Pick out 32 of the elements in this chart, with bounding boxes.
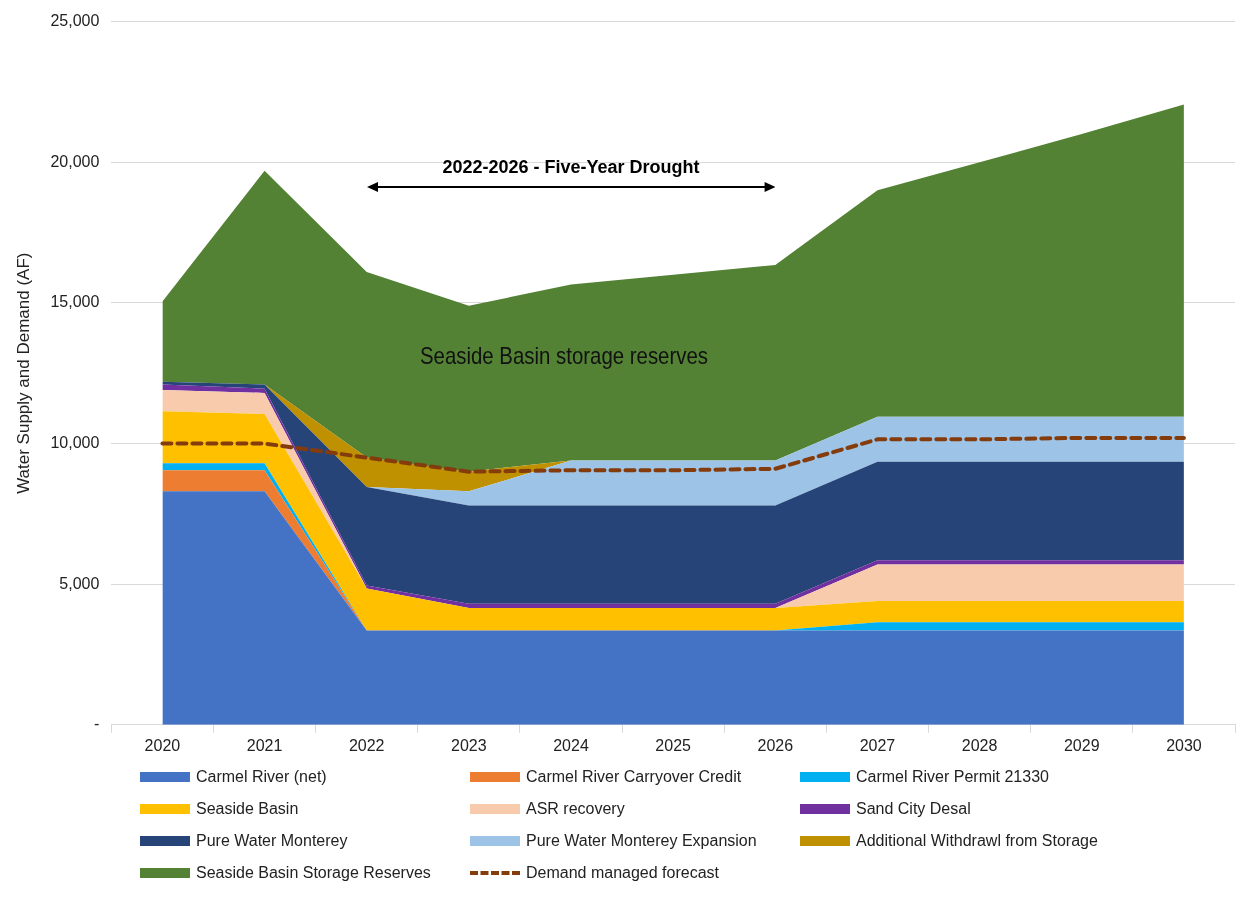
annotation: 2022-2026 - Five-Year Drought [442, 156, 700, 178]
legend-label: ASR recovery [526, 800, 625, 818]
x-tick-label: 2028 [961, 736, 998, 754]
x-tick-label: 2027 [859, 736, 896, 754]
annotation: Seaside Basin storage reserves [419, 341, 708, 370]
legend-label: Additional Withdrawl from Storage [856, 832, 1098, 850]
y-tick-label: 5,000 [59, 574, 100, 592]
legend-label: Demand managed forecast [526, 864, 719, 882]
legend-label: Seaside Basin Storage Reserves [196, 864, 431, 882]
x-tick-label: 2023 [451, 736, 487, 754]
y-tick-label: 10,000 [50, 433, 100, 451]
x-tick-label: 2025 [655, 736, 692, 754]
y-tick-label: 25,000 [50, 12, 100, 30]
line-series [160, 435, 1186, 474]
legend-label: Pure Water Monterey Expansion [526, 832, 757, 850]
y-tick-label: - [94, 715, 100, 733]
x-tick-label: 2021 [246, 736, 283, 754]
x-tick-label: 2030 [1166, 736, 1202, 754]
y-tick-label: 15,000 [50, 293, 100, 311]
legend-label: Sand City Desal [856, 800, 971, 818]
legend-label: Carmel River Carryover Credit [526, 768, 742, 786]
y-tick-label: 20,000 [50, 152, 100, 170]
legend-label: Seaside Basin [196, 800, 299, 818]
x-tick-label: 2024 [553, 736, 589, 754]
x-tick-label: 2020 [144, 736, 181, 754]
legend-label: Pure Water Monterey [196, 832, 348, 850]
x-tick-label: 2026 [757, 736, 794, 754]
legend-label: Carmel River Permit 21330 [856, 768, 1049, 786]
x-tick-label: 2022 [348, 736, 385, 754]
y-axis-title: Water Supply and Demand (AF) [13, 252, 33, 494]
x-tick-label: 2029 [1063, 736, 1100, 754]
legend-label: Carmel River (net) [196, 768, 327, 786]
